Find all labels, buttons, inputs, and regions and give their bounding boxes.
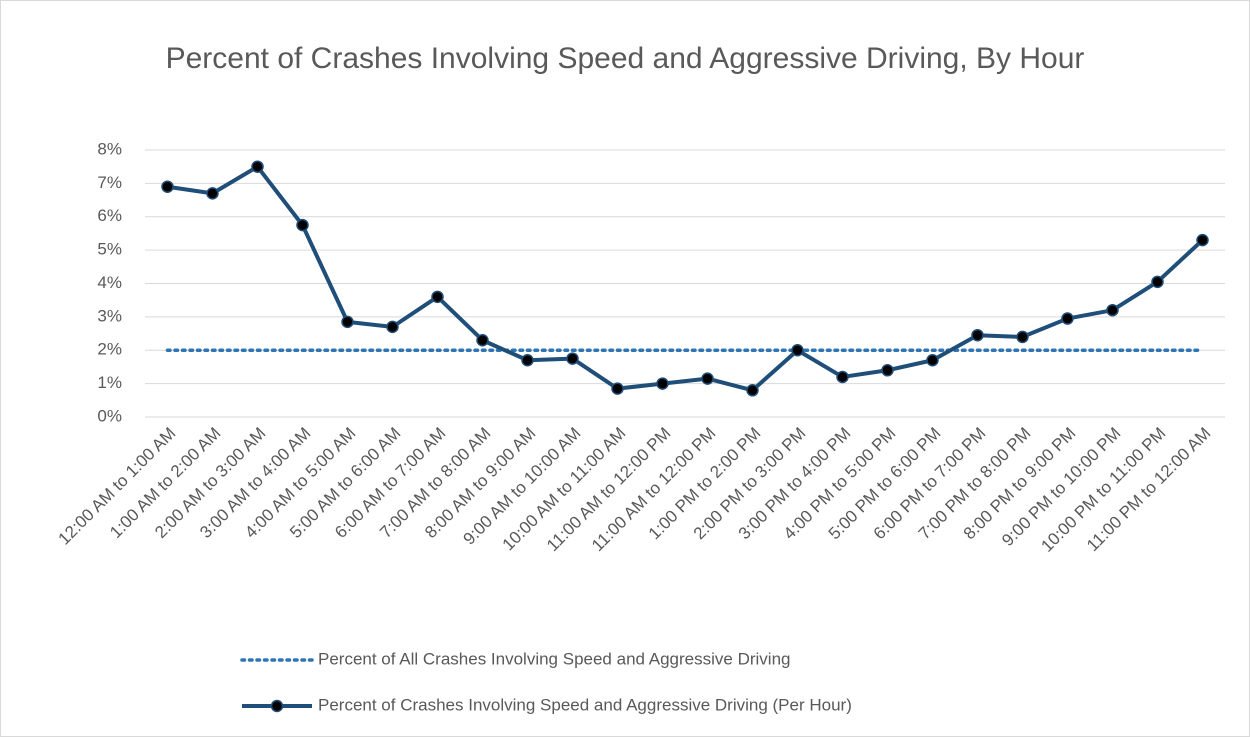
data-point [611, 382, 624, 395]
y-tick-label: 3% [97, 306, 122, 325]
data-point [431, 290, 444, 304]
y-tick-label: 0% [97, 406, 122, 425]
data-point [791, 344, 804, 357]
data-point [161, 180, 174, 193]
data-point [1106, 303, 1119, 317]
data-point [1061, 312, 1074, 325]
data-point [206, 187, 219, 200]
data-point [746, 384, 759, 397]
y-tick-label: 4% [97, 273, 122, 292]
data-point [926, 354, 939, 367]
data-point [521, 354, 534, 367]
data-point [971, 328, 984, 342]
data-point [701, 372, 714, 385]
data-point [1196, 233, 1209, 247]
legend-marker [270, 699, 284, 713]
data-point [296, 218, 309, 232]
data-point [881, 364, 894, 377]
data-point [656, 377, 669, 390]
legend-label: Percent of Crashes Involving Speed and A… [318, 695, 852, 714]
legend-label: Percent of All Crashes Involving Speed a… [318, 649, 790, 668]
data-point [1151, 275, 1164, 289]
data-point [341, 315, 354, 329]
data-point [1016, 330, 1029, 344]
y-tick-label: 8% [97, 139, 122, 158]
data-point [476, 333, 489, 347]
data-point [566, 352, 579, 365]
y-tick-label: 5% [97, 240, 122, 259]
data-point [386, 320, 399, 334]
chart-title: Percent of Crashes Involving Speed and A… [165, 42, 1085, 75]
y-tick-label: 1% [97, 373, 122, 392]
data-point [251, 160, 264, 173]
y-tick-label: 2% [97, 340, 122, 359]
y-tick-label: 6% [97, 206, 122, 225]
y-tick-label: 7% [97, 173, 122, 192]
series-line [167, 164, 1204, 393]
data-point [836, 370, 849, 384]
